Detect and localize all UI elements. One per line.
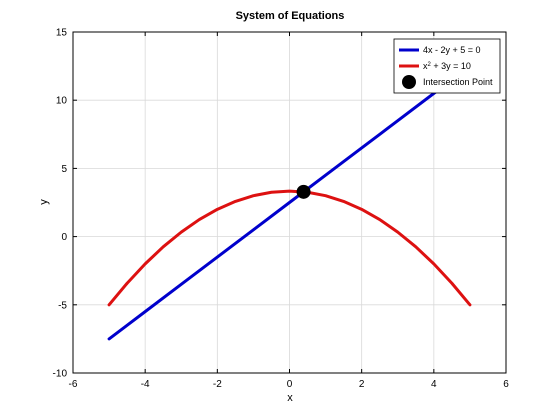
y-tick-label: 15 (56, 28, 68, 39)
x-axis-label: x (287, 392, 293, 404)
legend-swatch-2 (402, 75, 416, 89)
y-axis-label: y (38, 199, 50, 205)
x-tick-label: -2 (213, 379, 222, 390)
legend-entry-2: Intersection Point (423, 77, 493, 87)
series-line-1 (107, 189, 472, 307)
plot-area (107, 64, 472, 341)
x-tick-label: 0 (287, 379, 293, 390)
legend-entry-0: 4x - 2y + 5 = 0 (423, 45, 481, 55)
y-tick-label: 5 (61, 164, 67, 175)
legend-entry-1: x2 + 3y = 10 (423, 61, 471, 71)
x-tick-label: -6 (69, 379, 78, 390)
x-tick-label: 2 (359, 379, 365, 390)
chart-title: System of Equations (236, 10, 345, 22)
y-tick-label: 0 (61, 232, 67, 243)
x-tick-label: 6 (503, 379, 509, 390)
x-tick-label: -4 (141, 379, 150, 390)
axis-ticks: -6 -4 -2 0 2 4 6 -10 -5 0 5 10 15 (53, 28, 510, 391)
intersection-point-marker (296, 184, 311, 199)
y-tick-label: -10 (53, 369, 68, 380)
legend: 4x - 2y + 5 = 0 x2 + 3y = 10 Intersection … (393, 38, 501, 94)
y-tick-label: -5 (58, 300, 67, 311)
series-line-0 (107, 64, 472, 341)
y-tick-label: 10 (56, 96, 68, 107)
x-tick-label: 4 (431, 379, 437, 390)
